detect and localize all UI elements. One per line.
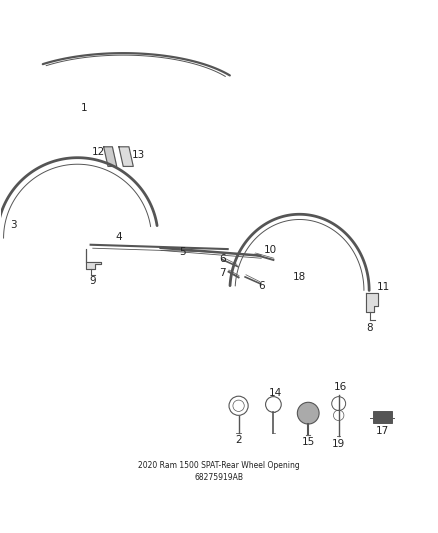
Text: 7: 7: [219, 269, 226, 278]
Text: 2: 2: [235, 435, 242, 445]
Text: 13: 13: [132, 150, 145, 160]
Polygon shape: [119, 147, 133, 166]
Text: 15: 15: [302, 437, 315, 447]
Text: 4: 4: [116, 232, 122, 243]
Text: 6: 6: [258, 281, 265, 290]
Text: 9: 9: [89, 276, 96, 286]
Bar: [373, 411, 392, 423]
Circle shape: [297, 402, 319, 424]
Text: 1: 1: [81, 103, 88, 112]
Text: 11: 11: [377, 282, 390, 293]
Text: 2020 Ram 1500 SPAT-Rear Wheel Opening
68275919AB: 2020 Ram 1500 SPAT-Rear Wheel Opening 68…: [138, 461, 300, 482]
Text: 3: 3: [10, 220, 17, 230]
Text: 16: 16: [334, 383, 347, 392]
Text: 5: 5: [179, 247, 185, 257]
Text: 8: 8: [366, 324, 372, 333]
Polygon shape: [104, 147, 117, 166]
Text: 18: 18: [293, 271, 306, 281]
Polygon shape: [86, 249, 102, 269]
Text: 14: 14: [269, 387, 282, 398]
Text: 6: 6: [219, 254, 226, 264]
Text: 19: 19: [332, 439, 345, 449]
Polygon shape: [366, 293, 378, 312]
Text: 10: 10: [264, 245, 277, 255]
Text: 12: 12: [92, 147, 105, 157]
Text: 17: 17: [375, 426, 389, 436]
